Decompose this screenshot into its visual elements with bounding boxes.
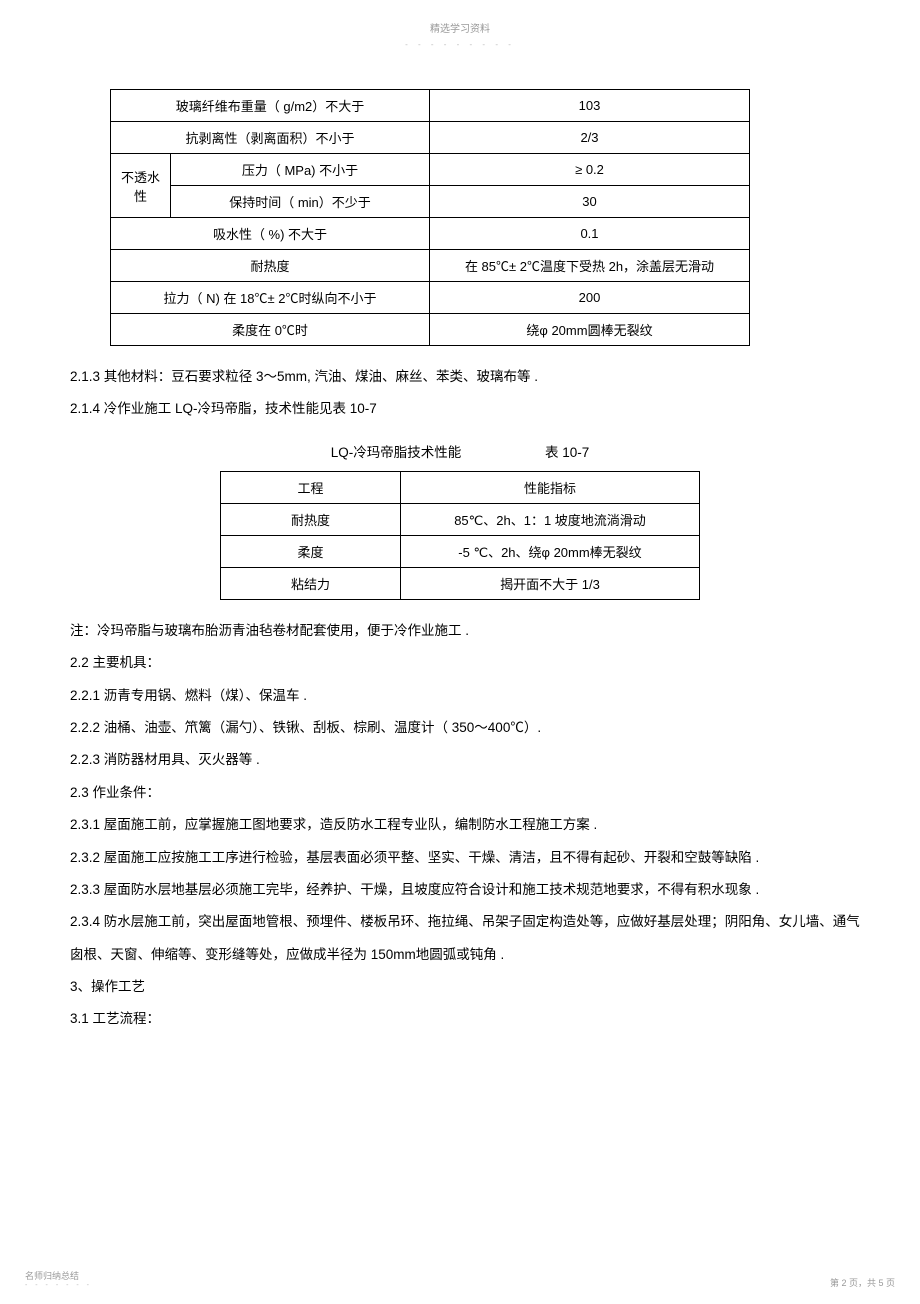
cell-label: 玻璃纤维布重量（ g/m2）不大于 <box>111 90 430 122</box>
cell-value: 200 <box>430 282 750 314</box>
cell-header: 工程 <box>221 471 401 503</box>
cell-value: 在 85℃± 2℃温度下受热 2h，涂盖层无滑动 <box>430 250 750 282</box>
footer-left-dots: - - - - - - - <box>25 1282 92 1289</box>
cell-label: 耐热度 <box>111 250 430 282</box>
paragraph: 2.2.1 沥青专用锅、燃料（煤）、保温车 . <box>70 680 860 712</box>
table-row: 保持时间（ min）不少于 30 <box>111 186 750 218</box>
paragraph: 2.3 作业条件： <box>70 777 860 809</box>
table-row: 吸水性（ %) 不大于 0.1 <box>111 218 750 250</box>
title-label: 表 10-7 <box>545 441 589 461</box>
header-dots: - - - - - - - - - <box>60 40 860 49</box>
table-row: 耐热度 在 85℃± 2℃温度下受热 2h，涂盖层无滑动 <box>111 250 750 282</box>
paragraph: 3.1 工艺流程： <box>70 1003 860 1035</box>
cell-label: 压力（ MPa) 不小于 <box>171 154 430 186</box>
table-row: 耐热度 85℃、2h、1：1 坡度地流淌滑动 <box>221 503 700 535</box>
header-text: 精选学习资料 <box>60 20 860 35</box>
title-main: LQ-冷玛帝脂技术性能 <box>331 445 462 460</box>
table-row: 拉力（ N) 在 18℃± 2℃时纵向不小于 200 <box>111 282 750 314</box>
footer-right: 第 2 页，共 5 页 <box>830 1276 895 1289</box>
cell-label: 拉力（ N) 在 18℃± 2℃时纵向不小于 <box>111 282 430 314</box>
table-performance: 工程 性能指标 耐热度 85℃、2h、1：1 坡度地流淌滑动 柔度 -5 ℃、2… <box>220 471 700 600</box>
cell-value: 绕φ 20mm圆棒无裂纹 <box>430 314 750 346</box>
paragraph: 2.1.3 其他材料：豆石要求粒径 3～5mm, 汽油、煤油、麻丝、苯类、玻璃布… <box>70 361 860 393</box>
table-properties: 玻璃纤维布重量（ g/m2）不大于 103 抗剥离性（剥离面积）不小于 2/3 … <box>110 89 750 346</box>
cell-label: 粘结力 <box>221 567 401 599</box>
paragraph: 2.3.2 屋面施工应按施工工序进行检验，基层表面必须平整、坚实、干燥、清洁，且… <box>70 842 860 874</box>
table-row: 柔度在 0℃时 绕φ 20mm圆棒无裂纹 <box>111 314 750 346</box>
table-row: 粘结力 揭开面不大于 1/3 <box>221 567 700 599</box>
cell-value: 85℃、2h、1：1 坡度地流淌滑动 <box>401 503 700 535</box>
cell-label: 柔度 <box>221 535 401 567</box>
table-title: LQ-冷玛帝脂技术性能 表 10-7 <box>60 441 860 461</box>
cell-value: 揭开面不大于 1/3 <box>401 567 700 599</box>
cell-label: 耐热度 <box>221 503 401 535</box>
table-row: 工程 性能指标 <box>221 471 700 503</box>
paragraph: 注：冷玛帝脂与玻璃布胎沥青油毡卷材配套使用，便于冷作业施工 . <box>70 615 860 647</box>
table-row: 柔度 -5 ℃、2h、绕φ 20mm棒无裂纹 <box>221 535 700 567</box>
paragraph: 2.3.4 防水层施工前，突出屋面地管根、预埋件、楼板吊环、拖拉绳、吊架子固定构… <box>70 906 860 971</box>
cell-header: 性能指标 <box>401 471 700 503</box>
table-row: 抗剥离性（剥离面积）不小于 2/3 <box>111 122 750 154</box>
cell-value: 2/3 <box>430 122 750 154</box>
cell-value: 30 <box>430 186 750 218</box>
cell-label: 抗剥离性（剥离面积）不小于 <box>111 122 430 154</box>
table-row: 不透水性 压力（ MPa) 不小于 ≥ 0.2 <box>111 154 750 186</box>
paragraph: 2.2.2 油桶、油壶、笊篱（漏勺）、铁锹、刮板、棕刷、温度计（ 350～400… <box>70 712 860 744</box>
table-row: 玻璃纤维布重量（ g/m2）不大于 103 <box>111 90 750 122</box>
paragraph: 2.3.1 屋面施工前，应掌握施工图地要求，造反防水工程专业队，编制防水工程施工… <box>70 809 860 841</box>
paragraph: 2.1.4 冷作业施工 LQ-冷玛帝脂，技术性能见表 10-7 <box>70 393 860 425</box>
cell-label: 不透水性 <box>111 154 171 218</box>
cell-label: 保持时间（ min）不少于 <box>171 186 430 218</box>
paragraph: 2.2.3 消防器材用具、灭火器等 . <box>70 744 860 776</box>
cell-value: -5 ℃、2h、绕φ 20mm棒无裂纹 <box>401 535 700 567</box>
paragraph: 2.3.3 屋面防水层地基层必须施工完毕，经养护、干燥，且坡度应符合设计和施工技… <box>70 874 860 906</box>
cell-value: 103 <box>430 90 750 122</box>
footer-left: 名师归纳总结 - - - - - - - <box>25 1269 92 1289</box>
cell-label: 柔度在 0℃时 <box>111 314 430 346</box>
paragraph: 2.2 主要机具： <box>70 647 860 679</box>
cell-label: 吸水性（ %) 不大于 <box>111 218 430 250</box>
paragraph: 3、操作工艺 <box>70 971 860 1003</box>
footer-left-text: 名师归纳总结 <box>25 1269 92 1282</box>
cell-value: ≥ 0.2 <box>430 154 750 186</box>
cell-value: 0.1 <box>430 218 750 250</box>
